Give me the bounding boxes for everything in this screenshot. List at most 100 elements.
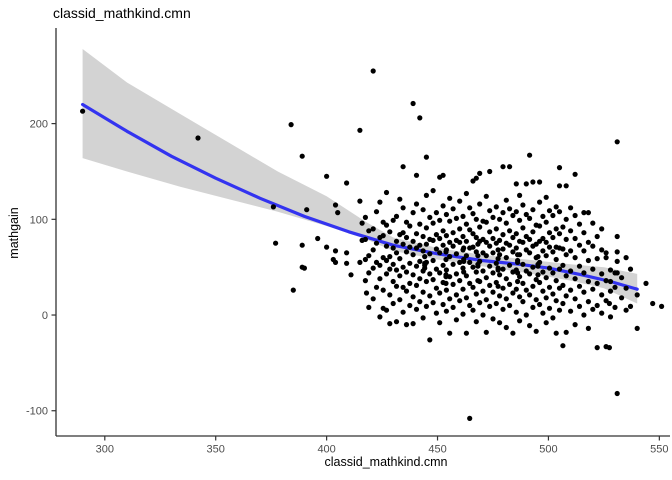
data-point: [400, 284, 406, 290]
data-point: [417, 276, 423, 282]
data-point: [550, 234, 556, 241]
data-point: [563, 183, 569, 189]
data-point: [290, 287, 296, 293]
data-point: [513, 245, 519, 251]
y-axis-title: mathgain: [7, 207, 21, 259]
data-point: [440, 228, 446, 234]
data-point: [403, 269, 410, 275]
x-axis-title: classid_mathkind.cmn: [0, 455, 672, 469]
data-point: [463, 330, 469, 336]
data-point: [546, 265, 553, 271]
data-point: [590, 266, 596, 272]
data-point: [606, 345, 613, 351]
data-point: [495, 265, 501, 271]
data-point: [607, 267, 614, 273]
data-point: [400, 164, 406, 170]
data-point: [507, 262, 513, 268]
data-point: [576, 242, 583, 248]
data-point: [563, 216, 569, 222]
data-point: [520, 202, 526, 208]
data-point: [460, 233, 466, 240]
data-point: [513, 231, 519, 237]
data-point: [553, 256, 559, 263]
data-point: [366, 304, 372, 310]
data-point: [563, 252, 569, 258]
data-point: [572, 235, 578, 242]
data-point: [560, 246, 566, 252]
data-point: [581, 230, 587, 236]
data-point: [503, 276, 509, 282]
data-point: [510, 330, 516, 336]
data-point: [490, 250, 496, 256]
data-point: [517, 252, 523, 258]
data-point: [473, 234, 479, 241]
data-point: [348, 272, 354, 278]
data-point: [487, 282, 493, 288]
data-point: [344, 260, 350, 266]
data-point: [413, 282, 420, 288]
data-point: [370, 265, 376, 271]
data-point: [483, 329, 489, 335]
data-point: [453, 251, 459, 257]
data-point: [450, 304, 456, 310]
data-point: [417, 258, 423, 264]
data-point: [585, 299, 592, 305]
data-point: [383, 243, 390, 249]
data-point: [483, 239, 489, 245]
data-point: [500, 246, 506, 252]
data-point: [377, 262, 383, 268]
data-point: [493, 260, 499, 266]
data-point: [497, 272, 503, 278]
data-point: [433, 310, 439, 316]
data-point: [515, 257, 521, 264]
data-point: [447, 296, 453, 302]
data-point: [453, 317, 459, 323]
data-point: [483, 253, 489, 259]
data-point: [463, 221, 469, 227]
data-point: [533, 277, 539, 283]
data-point: [397, 196, 403, 202]
data-point: [443, 267, 449, 273]
data-point: [393, 319, 400, 325]
data-point: [461, 269, 467, 275]
data-point: [443, 211, 449, 218]
data-point: [437, 320, 443, 326]
data-point: [553, 226, 559, 232]
data-point: [530, 229, 536, 235]
data-point: [362, 214, 368, 220]
data-point: [568, 228, 574, 234]
data-point: [527, 215, 533, 221]
data-point: [470, 307, 476, 313]
data-point: [390, 278, 396, 285]
data-point: [594, 302, 600, 309]
data-point: [556, 307, 563, 313]
data-point: [493, 300, 499, 307]
data-point: [603, 255, 609, 261]
data-point: [497, 216, 503, 222]
data-point: [373, 259, 380, 265]
data-point: [543, 194, 549, 200]
data-point: [467, 227, 473, 233]
data-point: [527, 236, 533, 242]
data-point: [490, 235, 496, 242]
data-point: [420, 233, 426, 240]
data-point: [500, 232, 506, 238]
data-point: [443, 280, 449, 286]
scatter-points-group: [80, 68, 665, 421]
data-point: [614, 390, 620, 397]
data-point: [490, 270, 496, 276]
data-point: [543, 320, 549, 326]
data-point: [603, 250, 609, 256]
data-point: [607, 288, 614, 294]
data-point: [599, 292, 605, 298]
data-point: [430, 277, 436, 283]
data-point: [585, 210, 592, 216]
data-point: [523, 312, 529, 318]
data-point: [457, 239, 463, 245]
data-point: [503, 220, 509, 226]
data-point: [572, 255, 578, 261]
data-point: [443, 247, 449, 253]
y-tick-label: 100: [30, 214, 48, 226]
data-point: [437, 270, 443, 276]
data-point: [423, 303, 429, 309]
